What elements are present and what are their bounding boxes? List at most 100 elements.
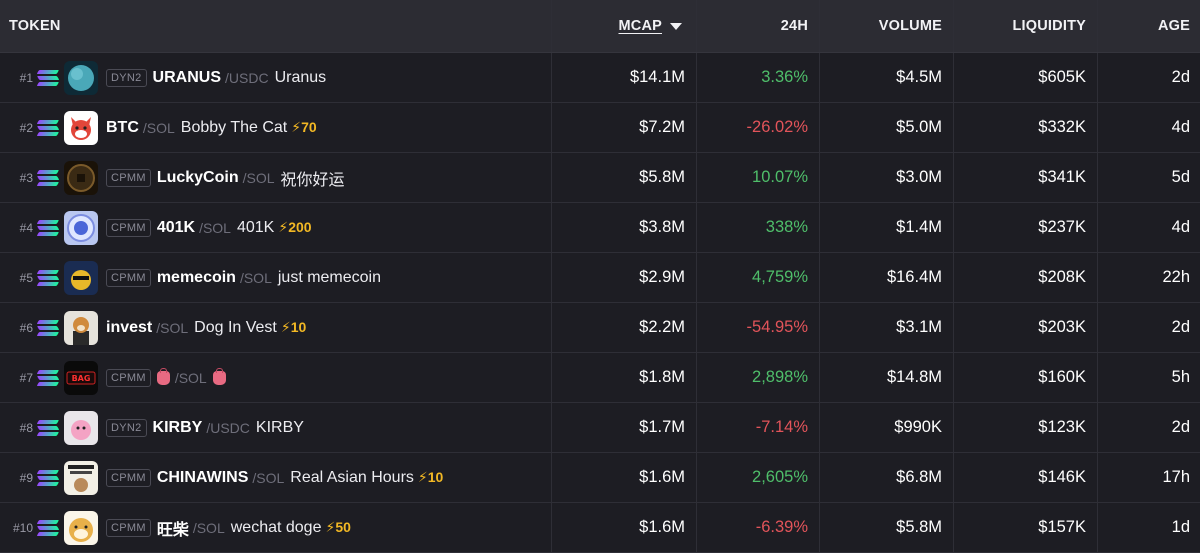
token-avatar bbox=[64, 310, 98, 345]
mcap-cell: $3.8M bbox=[552, 203, 697, 252]
change-24h-cell: 2,898% bbox=[697, 353, 820, 402]
table-row[interactable]: #1 DYN2 URANUS/USDC Uranus $14.1M 3.36% $4.5M $… bbox=[0, 53, 1200, 103]
liquidity-cell: $208K bbox=[954, 253, 1098, 302]
token-name: just memecoin bbox=[277, 268, 382, 286]
change-24h-cell: 3.36% bbox=[697, 53, 820, 102]
volume-cell: $14.8M bbox=[820, 353, 954, 402]
token-name: 祝你好运 bbox=[280, 171, 345, 189]
token-cell[interactable]: #6 invest/SOL Dog In Vest ⚡10 bbox=[0, 303, 552, 352]
token-symbol: BTC bbox=[106, 118, 139, 136]
table-row[interactable]: #6 invest/SOL Dog In Vest ⚡10 $2.2M -54.95% $3… bbox=[0, 303, 1200, 353]
token-cell[interactable]: #4 CPMM 401K/SOL 401K ⚡200 bbox=[0, 203, 552, 252]
table-row[interactable]: #5 CPMM memecoin/SOL just memecoin $2.9M 4,75… bbox=[0, 253, 1200, 303]
age-cell: 5h bbox=[1171, 368, 1190, 386]
table-row[interactable]: #8 DYN2 KIRBY/USDC KIRBY $1.7M -7.14% $990K $12… bbox=[0, 403, 1200, 453]
lightning-icon: ⚡ bbox=[417, 469, 428, 485]
age-cell: 22h bbox=[1162, 268, 1190, 286]
solana-icon bbox=[36, 119, 60, 136]
liquidity-cell: $332K bbox=[954, 103, 1098, 152]
volume-cell: $4.5M bbox=[820, 53, 954, 102]
token-cell[interactable]: #2 BTC/SOL Bobby The Cat ⚡70 bbox=[0, 103, 552, 152]
pool-badge: CPMM bbox=[106, 518, 151, 537]
quote-token: /SOL bbox=[199, 219, 231, 236]
liquidity-cell: $605K bbox=[954, 53, 1098, 102]
age-cell: 17h bbox=[1162, 468, 1190, 486]
mcap-cell: $1.6M bbox=[552, 453, 697, 502]
token-symbol: memecoin bbox=[156, 268, 236, 286]
mcap-cell: $5.8M bbox=[552, 153, 697, 202]
quote-token: /SOL bbox=[242, 169, 275, 186]
table-row[interactable]: #7 BAG CPMM/SOL $1.8M 2,898% $14.8M $160K 5h bbox=[0, 353, 1200, 403]
change-24h-cell: 2,605% bbox=[697, 453, 820, 502]
column-volume[interactable]: VOLUME bbox=[820, 0, 954, 52]
table-row[interactable]: #10 CPMM 旺柴/SOL wechat doge ⚡50 $1.6M -6.39% $5… bbox=[0, 503, 1200, 553]
pool-badge: CPMM bbox=[106, 368, 151, 387]
liquidity-cell: $123K bbox=[954, 403, 1098, 452]
volume-cell: $5.8M bbox=[820, 503, 954, 552]
table-row[interactable]: #4 CPMM 401K/SOL 401K ⚡200 $3.8M 338% $1.4M $237… bbox=[0, 203, 1200, 253]
column-age[interactable]: AGE bbox=[1157, 18, 1190, 34]
age-cell: 1d bbox=[1171, 518, 1190, 536]
rank: #9 bbox=[19, 470, 33, 485]
token-cell[interactable]: #7 BAG CPMM/SOL bbox=[0, 353, 552, 402]
token-cell[interactable]: #10 CPMM 旺柴/SOL wechat doge ⚡50 bbox=[0, 503, 552, 552]
change-24h-cell: -6.39% bbox=[697, 503, 820, 552]
volume-cell: $16.4M bbox=[820, 253, 954, 302]
table-row[interactable]: #2 BTC/SOL Bobby The Cat ⚡70 $7.2M -26.02% $5.… bbox=[0, 103, 1200, 153]
token-avatar bbox=[64, 460, 98, 495]
purse-emoji-icon bbox=[212, 367, 226, 385]
token-symbol: invest bbox=[106, 318, 153, 336]
column-token[interactable]: TOKEN bbox=[0, 0, 552, 52]
solana-icon bbox=[36, 519, 60, 536]
rank: #6 bbox=[19, 320, 33, 335]
token-cell[interactable]: #3 CPMM LuckyCoin/SOL 祝你好运 bbox=[0, 153, 552, 202]
lightning-icon: ⚡ bbox=[280, 319, 291, 335]
change-24h-cell: 4,759% bbox=[697, 253, 820, 302]
column-liquidity[interactable]: LIQUIDITY bbox=[954, 0, 1098, 52]
token-cell[interactable]: #8 DYN2 KIRBY/USDC KIRBY bbox=[0, 403, 552, 452]
change-24h-cell: 10.07% bbox=[697, 153, 820, 202]
lightning-icon: ⚡ bbox=[291, 119, 302, 135]
boost-count: 200 bbox=[288, 219, 312, 235]
liquidity-cell: $157K bbox=[954, 503, 1098, 552]
token-avatar bbox=[64, 160, 98, 195]
boost-count: 50 bbox=[335, 519, 351, 535]
token-name: Dog In Vest bbox=[194, 318, 277, 336]
column-24h[interactable]: 24H bbox=[697, 0, 820, 52]
column-mcap[interactable]: MCAP bbox=[552, 0, 697, 52]
token-cell[interactable]: #5 CPMM memecoin/SOL just memecoin bbox=[0, 253, 552, 302]
token-cell[interactable]: #1 DYN2 URANUS/USDC Uranus bbox=[0, 53, 552, 102]
token-cell[interactable]: #9 CPMM CHINAWINS/SOL Real Asian Hours ⚡10 bbox=[0, 453, 552, 502]
mcap-cell: $1.8M bbox=[552, 353, 697, 402]
quote-token: /USDC bbox=[206, 419, 250, 436]
mcap-sort-label[interactable]: MCAP bbox=[618, 18, 662, 34]
rank: #1 bbox=[19, 70, 33, 85]
change-24h-cell: 338% bbox=[697, 203, 820, 252]
table-row[interactable]: #9 CPMM CHINAWINS/SOL Real Asian Hours ⚡10 $1… bbox=[0, 453, 1200, 503]
pool-badge: CPMM bbox=[106, 268, 151, 287]
boost-badge: ⚡50 bbox=[325, 519, 350, 536]
rank: #8 bbox=[19, 420, 33, 435]
token-symbol: LuckyCoin bbox=[156, 168, 239, 186]
mcap-cell: $7.2M bbox=[552, 103, 697, 152]
token-avatar bbox=[64, 210, 98, 245]
token-name: Real Asian Hours bbox=[290, 468, 414, 486]
age-cell: 4d bbox=[1171, 118, 1190, 136]
age-cell: 2d bbox=[1171, 318, 1190, 336]
boost-badge: ⚡10 bbox=[281, 319, 306, 336]
age-cell: 2d bbox=[1171, 68, 1190, 86]
token-name: Uranus bbox=[274, 68, 327, 86]
token-symbol: KIRBY bbox=[152, 418, 203, 436]
mcap-cell: $1.6M bbox=[552, 503, 697, 552]
table-body: #1 DYN2 URANUS/USDC Uranus $14.1M 3.36% $4.5M $… bbox=[0, 53, 1200, 553]
table-row[interactable]: #3 CPMM LuckyCoin/SOL 祝你好运 $5.8M 10.07% $3.0M $… bbox=[0, 153, 1200, 203]
liquidity-cell: $341K bbox=[954, 153, 1098, 202]
token-name: Bobby The Cat bbox=[180, 118, 288, 136]
mcap-cell: $2.9M bbox=[552, 253, 697, 302]
quote-token: /USDC bbox=[225, 69, 269, 86]
quote-token: /SOL bbox=[156, 319, 189, 336]
quote-token: /SOL bbox=[239, 269, 272, 286]
volume-cell: $5.0M bbox=[820, 103, 954, 152]
solana-icon bbox=[36, 69, 60, 86]
